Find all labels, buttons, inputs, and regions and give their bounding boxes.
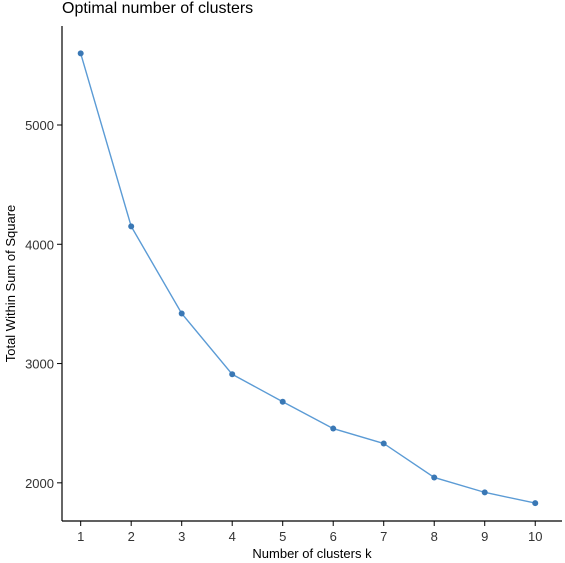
y-tick-label: 3000 bbox=[25, 357, 54, 372]
chart-title: Optimal number of clusters bbox=[62, 0, 254, 17]
y-tick-label: 2000 bbox=[25, 476, 54, 491]
data-point bbox=[532, 500, 539, 507]
x-tick-label: 5 bbox=[279, 529, 286, 544]
data-point bbox=[178, 310, 185, 317]
x-tick-label: 6 bbox=[330, 529, 337, 544]
x-axis-title: Number of clusters k bbox=[252, 546, 372, 561]
data-point bbox=[330, 425, 337, 432]
x-tick-label: 7 bbox=[380, 529, 387, 544]
x-tick-label: 10 bbox=[528, 529, 542, 544]
y-tick-label: 4000 bbox=[25, 237, 54, 252]
data-point bbox=[431, 474, 438, 481]
x-tick-label: 2 bbox=[128, 529, 135, 544]
y-axis-title: Total Within Sum of Square bbox=[3, 205, 18, 363]
x-tick-label: 8 bbox=[431, 529, 438, 544]
y-tick-label: 5000 bbox=[25, 118, 54, 133]
data-point bbox=[229, 371, 236, 378]
x-tick-label: 1 bbox=[77, 529, 84, 544]
data-point bbox=[481, 489, 488, 496]
data-point bbox=[380, 440, 387, 447]
x-tick-label: 4 bbox=[229, 529, 236, 544]
x-tick-label: 9 bbox=[481, 529, 488, 544]
data-point bbox=[279, 398, 286, 405]
x-tick-label: 3 bbox=[178, 529, 185, 544]
data-point bbox=[128, 223, 135, 230]
series-line bbox=[80, 53, 536, 504]
data-point bbox=[77, 50, 84, 57]
